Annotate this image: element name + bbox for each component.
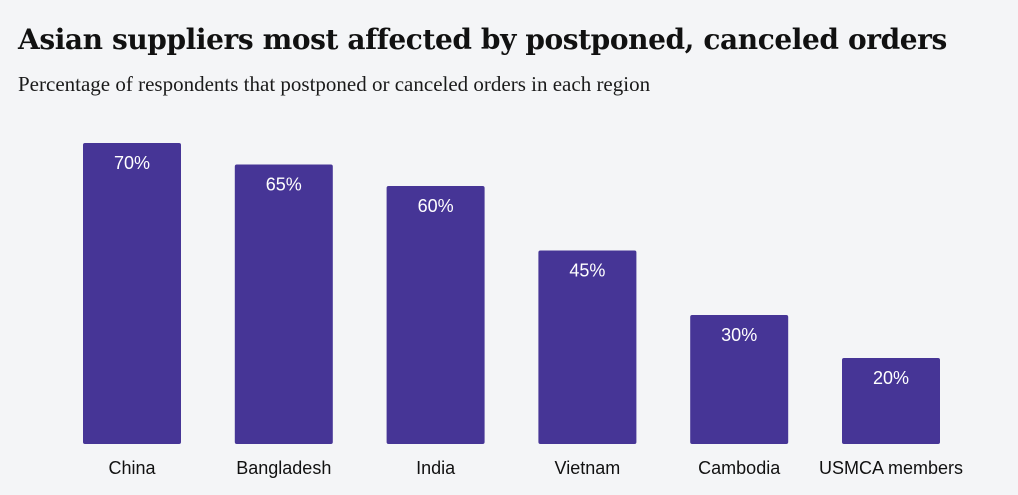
value-label-china: 70% (114, 153, 150, 173)
category-labels-group: China Bangladesh India Vietnam Cambodia USMCA… (108, 458, 963, 478)
bar-china (83, 143, 181, 444)
bar-vietnam (538, 250, 637, 444)
bar-bangladesh (234, 164, 333, 444)
bar-cambodia (690, 315, 789, 444)
value-labels-group: 70% 65% 60% 45% 30% 20% (114, 153, 909, 388)
value-label-bangladesh: 65% (266, 175, 302, 195)
category-label-india: India (416, 458, 456, 478)
value-label-vietnam: 45% (569, 261, 605, 281)
category-label-cambodia: Cambodia (698, 458, 781, 478)
chart-subtitle: Percentage of respondents that postponed… (18, 72, 651, 96)
value-label-usmca-members: 20% (873, 368, 909, 388)
category-label-usmca-members: USMCA members (819, 458, 963, 478)
bar-usmca-members (842, 358, 940, 444)
value-label-india: 60% (418, 196, 454, 216)
value-label-cambodia: 30% (721, 325, 757, 345)
bars-group (83, 143, 940, 444)
bar-india (386, 186, 485, 444)
category-label-vietnam: Vietnam (555, 458, 621, 478)
category-label-china: China (108, 458, 156, 478)
chart-title: Asian suppliers most affected by postpon… (18, 23, 947, 56)
category-label-bangladesh: Bangladesh (236, 458, 331, 478)
